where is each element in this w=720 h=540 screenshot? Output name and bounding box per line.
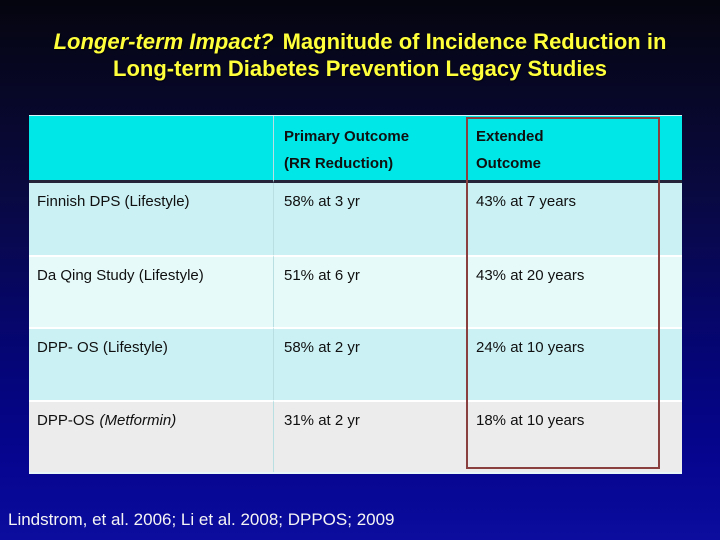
table-row-study: Da Qing Study (Lifestyle) <box>29 255 273 327</box>
table-row-primary: 58% at 2 yr <box>273 327 466 400</box>
legacy-studies-table: Primary Outcome (RR Reduction) Extended … <box>29 115 682 474</box>
table-row-study: Finnish DPS (Lifestyle) <box>29 183 273 255</box>
header-spacer-cell <box>660 116 682 183</box>
table-row-primary: 51% at 6 yr <box>273 255 466 327</box>
table-row-extended: 43% at 7 years <box>466 183 660 255</box>
header-primary-outcome-cell: Primary Outcome (RR Reduction) <box>273 116 466 183</box>
table-row-extended: 18% at 10 years <box>466 400 660 472</box>
header-primary-line1: Primary Outcome <box>284 128 410 145</box>
table-row-spacer <box>660 183 682 255</box>
table-row-primary: 58% at 3 yr <box>273 183 466 255</box>
table-row-spacer <box>660 400 682 472</box>
table-row-spacer <box>660 255 682 327</box>
header-primary-line2: (RR Reduction) <box>284 155 394 172</box>
header-extended-line1: Extended <box>476 128 544 145</box>
slide-title-line1-rest: Magnitude of Incidence Reduction in <box>282 29 667 54</box>
table-row-study: DPP-OS (Metformin) <box>29 400 273 472</box>
header-study-cell <box>29 116 273 183</box>
slide-title-line2: Long-term Diabetes Prevention Legacy Stu… <box>113 56 607 81</box>
table-row-primary: 31% at 2 yr <box>273 400 466 472</box>
table-row-spacer <box>660 327 682 400</box>
slide-title-line1: Longer-term Impact? Magnitude of Incidenc… <box>14 28 706 55</box>
table-row-extended: 43% at 20 years <box>466 255 660 327</box>
slide-title: Longer-term Impact? Magnitude of Incidenc… <box>14 28 706 82</box>
slide-title-question: Longer-term Impact? <box>53 29 274 54</box>
table-row-extended: 24% at 10 years <box>466 327 660 400</box>
header-extended-line2: Outcome <box>476 155 542 172</box>
citation-text: Lindstrom, et al. 2006; Li et al. 2008; … <box>8 510 395 529</box>
header-extended-outcome-cell: Extended Outcome <box>466 116 660 183</box>
table-row-study: DPP- OS (Lifestyle) <box>29 327 273 400</box>
